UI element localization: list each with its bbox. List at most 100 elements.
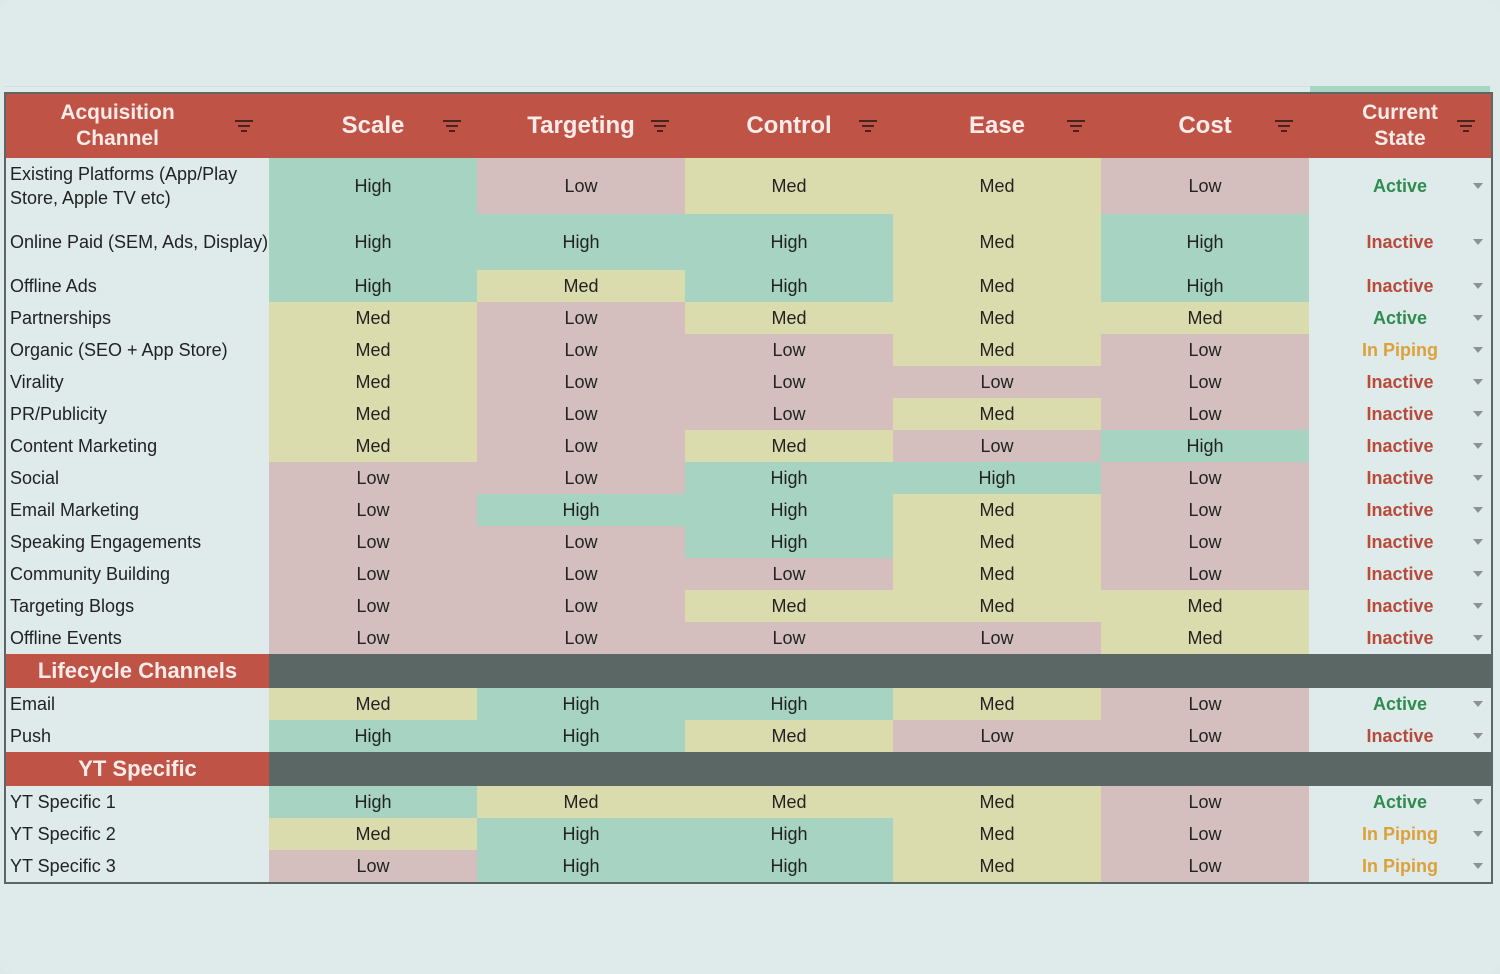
filter-icon[interactable]: [859, 120, 877, 132]
ease-rating-cell[interactable]: Med: [893, 214, 1101, 270]
current-state-dropdown[interactable]: Inactive: [1309, 398, 1492, 430]
targeting-rating-cell[interactable]: High: [477, 688, 685, 720]
filter-icon[interactable]: [1067, 120, 1085, 132]
ease-rating-cell[interactable]: Med: [893, 158, 1101, 214]
dropdown-caret-icon[interactable]: [1473, 239, 1483, 245]
targeting-rating-cell[interactable]: Low: [477, 558, 685, 590]
ease-rating-cell[interactable]: Low: [893, 622, 1101, 654]
cost-rating-cell[interactable]: Med: [1101, 590, 1309, 622]
dropdown-caret-icon[interactable]: [1473, 283, 1483, 289]
scale-rating-cell[interactable]: Low: [269, 622, 477, 654]
scale-rating-cell[interactable]: Low: [269, 462, 477, 494]
ease-rating-cell[interactable]: Med: [893, 270, 1101, 302]
targeting-rating-cell[interactable]: Low: [477, 158, 685, 214]
scale-rating-cell[interactable]: Low: [269, 558, 477, 590]
scale-rating-cell[interactable]: Med: [269, 366, 477, 398]
current-state-dropdown[interactable]: Inactive: [1309, 214, 1492, 270]
control-rating-cell[interactable]: High: [685, 818, 893, 850]
ease-rating-cell[interactable]: Med: [893, 302, 1101, 334]
current-state-dropdown[interactable]: Active: [1309, 786, 1492, 818]
ease-rating-cell[interactable]: Med: [893, 590, 1101, 622]
cost-rating-cell[interactable]: Med: [1101, 622, 1309, 654]
dropdown-caret-icon[interactable]: [1473, 571, 1483, 577]
control-rating-cell[interactable]: High: [685, 526, 893, 558]
scale-rating-cell[interactable]: Low: [269, 526, 477, 558]
targeting-rating-cell[interactable]: Low: [477, 430, 685, 462]
cost-rating-cell[interactable]: Low: [1101, 334, 1309, 366]
cost-rating-cell[interactable]: Low: [1101, 558, 1309, 590]
current-state-dropdown[interactable]: In Piping: [1309, 850, 1492, 883]
current-state-dropdown[interactable]: Inactive: [1309, 462, 1492, 494]
current-state-dropdown[interactable]: Inactive: [1309, 590, 1492, 622]
dropdown-caret-icon[interactable]: [1473, 831, 1483, 837]
control-rating-cell[interactable]: Low: [685, 622, 893, 654]
current-state-dropdown[interactable]: Inactive: [1309, 270, 1492, 302]
current-state-dropdown[interactable]: Inactive: [1309, 494, 1492, 526]
targeting-rating-cell[interactable]: Low: [477, 590, 685, 622]
cost-rating-cell[interactable]: High: [1101, 430, 1309, 462]
targeting-rating-cell[interactable]: High: [477, 850, 685, 883]
current-state-dropdown[interactable]: Inactive: [1309, 366, 1492, 398]
channel-name-cell[interactable]: Content Marketing: [5, 430, 269, 462]
cost-rating-cell[interactable]: Med: [1101, 302, 1309, 334]
targeting-rating-cell[interactable]: High: [477, 818, 685, 850]
targeting-rating-cell[interactable]: High: [477, 214, 685, 270]
control-rating-cell[interactable]: Med: [685, 302, 893, 334]
scale-rating-cell[interactable]: High: [269, 720, 477, 752]
control-rating-cell[interactable]: Med: [685, 720, 893, 752]
channel-name-cell[interactable]: Organic (SEO + App Store): [5, 334, 269, 366]
ease-rating-cell[interactable]: Med: [893, 334, 1101, 366]
cost-rating-cell[interactable]: Low: [1101, 158, 1309, 214]
cost-rating-cell[interactable]: Low: [1101, 366, 1309, 398]
channel-name-cell[interactable]: Social: [5, 462, 269, 494]
targeting-rating-cell[interactable]: Low: [477, 302, 685, 334]
dropdown-caret-icon[interactable]: [1473, 603, 1483, 609]
cost-rating-cell[interactable]: Low: [1101, 818, 1309, 850]
current-state-dropdown[interactable]: Inactive: [1309, 558, 1492, 590]
cost-rating-cell[interactable]: Low: [1101, 850, 1309, 883]
current-state-dropdown[interactable]: Inactive: [1309, 526, 1492, 558]
targeting-rating-cell[interactable]: Low: [477, 334, 685, 366]
targeting-rating-cell[interactable]: Low: [477, 462, 685, 494]
channel-name-cell[interactable]: Speaking Engagements: [5, 526, 269, 558]
channel-name-cell[interactable]: Existing Platforms (App/Play Store, Appl…: [5, 158, 269, 214]
dropdown-caret-icon[interactable]: [1473, 443, 1483, 449]
dropdown-caret-icon[interactable]: [1473, 379, 1483, 385]
channel-name-cell[interactable]: Email: [5, 688, 269, 720]
dropdown-caret-icon[interactable]: [1473, 733, 1483, 739]
filter-icon[interactable]: [1457, 120, 1475, 132]
scale-rating-cell[interactable]: High: [269, 270, 477, 302]
scale-rating-cell[interactable]: Low: [269, 494, 477, 526]
targeting-rating-cell[interactable]: Low: [477, 366, 685, 398]
channel-name-cell[interactable]: Email Marketing: [5, 494, 269, 526]
control-rating-cell[interactable]: High: [685, 214, 893, 270]
dropdown-caret-icon[interactable]: [1473, 347, 1483, 353]
cost-rating-cell[interactable]: Low: [1101, 494, 1309, 526]
targeting-rating-cell[interactable]: High: [477, 720, 685, 752]
cost-rating-cell[interactable]: Low: [1101, 720, 1309, 752]
current-state-dropdown[interactable]: Active: [1309, 302, 1492, 334]
ease-rating-cell[interactable]: Med: [893, 494, 1101, 526]
targeting-rating-cell[interactable]: Med: [477, 786, 685, 818]
scale-rating-cell[interactable]: Med: [269, 818, 477, 850]
dropdown-caret-icon[interactable]: [1473, 411, 1483, 417]
ease-rating-cell[interactable]: Med: [893, 688, 1101, 720]
targeting-rating-cell[interactable]: High: [477, 494, 685, 526]
channel-name-cell[interactable]: Targeting Blogs: [5, 590, 269, 622]
scale-rating-cell[interactable]: Med: [269, 302, 477, 334]
control-rating-cell[interactable]: High: [685, 494, 893, 526]
ease-rating-cell[interactable]: Med: [893, 526, 1101, 558]
targeting-rating-cell[interactable]: Low: [477, 622, 685, 654]
current-state-dropdown[interactable]: In Piping: [1309, 334, 1492, 366]
filter-icon[interactable]: [1275, 120, 1293, 132]
targeting-rating-cell[interactable]: Low: [477, 398, 685, 430]
channel-name-cell[interactable]: YT Specific 3: [5, 850, 269, 883]
dropdown-caret-icon[interactable]: [1473, 799, 1483, 805]
current-state-dropdown[interactable]: In Piping: [1309, 818, 1492, 850]
current-state-dropdown[interactable]: Active: [1309, 158, 1492, 214]
ease-rating-cell[interactable]: Med: [893, 818, 1101, 850]
scale-rating-cell[interactable]: High: [269, 214, 477, 270]
dropdown-caret-icon[interactable]: [1473, 183, 1483, 189]
ease-rating-cell[interactable]: Med: [893, 850, 1101, 883]
targeting-rating-cell[interactable]: Med: [477, 270, 685, 302]
